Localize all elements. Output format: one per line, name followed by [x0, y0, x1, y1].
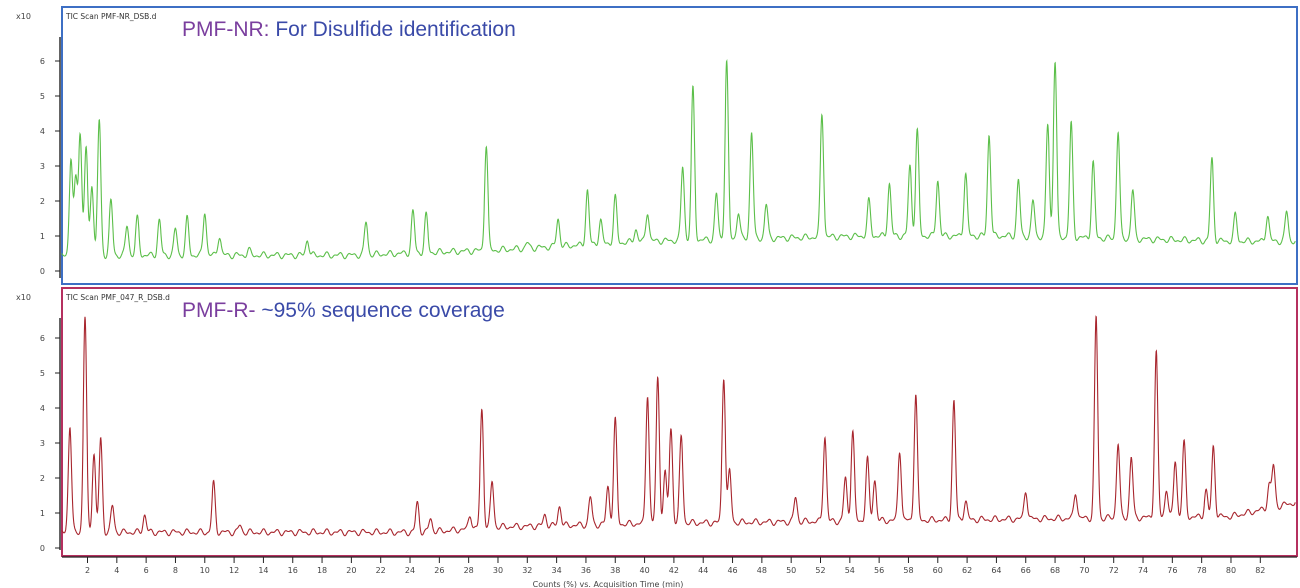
- y-tick-label: 3: [40, 162, 45, 171]
- x-axis-label: Counts (%) vs. Acquisition Time (min): [533, 580, 684, 588]
- y-tick-label: 3: [40, 439, 45, 448]
- x-tick-label: 64: [991, 566, 1001, 575]
- x-tick-label: 2: [85, 566, 90, 575]
- x-tick-label: 60: [933, 566, 943, 575]
- title-rest: ~95% sequence coverage: [255, 299, 504, 322]
- y-tick-label: 2: [40, 197, 45, 206]
- x-tick-label: 40: [639, 566, 649, 575]
- x-tick-label: 10: [200, 566, 210, 575]
- x-tick-label: 24: [405, 566, 415, 575]
- y-tick-label: 1: [40, 232, 45, 241]
- x-tick-label: 82: [1255, 566, 1265, 575]
- x-tick-label: 78: [1197, 566, 1207, 575]
- x-tick-label: 56: [874, 566, 884, 575]
- x-tick-label: 70: [1079, 566, 1089, 575]
- title-prefix: PMF-NR:: [182, 18, 270, 41]
- x-tick-label: 48: [757, 566, 767, 575]
- y-axis-multiplier: x10: [16, 12, 31, 21]
- x-tick-label: 8: [173, 566, 178, 575]
- y-tick-label: 2: [40, 474, 45, 483]
- y-axis-multiplier: x10: [16, 293, 31, 302]
- x-tick-label: 76: [1167, 566, 1177, 575]
- x-tick-label: 38: [610, 566, 620, 575]
- x-tick-label: 62: [962, 566, 972, 575]
- x-axis: 2 4 6 8 10 12 14 16 18 20 22 24 26 28 30 32 34 36 38 40 42 44…: [62, 556, 1297, 588]
- x-tick-label: 20: [346, 566, 356, 575]
- x-tick-label: 22: [376, 566, 386, 575]
- y-tick-label: 4: [40, 404, 45, 413]
- y-tick-label: 5: [40, 92, 45, 101]
- x-tick-label: 34: [552, 566, 562, 575]
- x-tick-label: 44: [698, 566, 708, 575]
- x-tick-label: 32: [522, 566, 532, 575]
- y-tick-label: 0: [40, 544, 45, 553]
- x-tick-label: 6: [144, 566, 149, 575]
- x-tick-label: 52: [815, 566, 825, 575]
- title-prefix: PMF-R-: [182, 299, 255, 322]
- x-tick-label: 50: [786, 566, 796, 575]
- panel-title: PMF-R- ~95% sequence coverage: [182, 299, 505, 322]
- series-line: [61, 315, 1296, 537]
- x-tick-label: 30: [493, 566, 503, 575]
- y-tick-label: 4: [40, 127, 45, 136]
- x-tick-label: 36: [581, 566, 591, 575]
- legend-label: TIC Scan PMF_047_R_DSB.d: [65, 293, 170, 302]
- x-tick-label: 4: [114, 566, 119, 575]
- x-tick-label: 26: [434, 566, 444, 575]
- y-tick-label: 6: [40, 57, 45, 66]
- panel-1: 0 1 2 3 4 5 6 x10 TIC Scan PMF-NR_DSB.d PMF-NR: F…: [16, 6, 1298, 285]
- y-tick-label: 1: [40, 509, 45, 518]
- panel-title: PMF-NR: For Disulfide identification: [182, 18, 516, 41]
- panel-border: [61, 287, 1298, 557]
- x-tick-label: 54: [845, 566, 855, 575]
- x-tick-label: 74: [1138, 566, 1148, 575]
- title-rest: For Disulfide identification: [270, 18, 516, 41]
- series-line: [61, 59, 1296, 260]
- x-tick-label: 16: [288, 566, 298, 575]
- x-tick-label: 12: [229, 566, 239, 575]
- panel-border: [61, 6, 1298, 285]
- x-tick-label: 14: [258, 566, 268, 575]
- x-tick-label: 28: [464, 566, 474, 575]
- y-tick-label: 6: [40, 334, 45, 343]
- y-tick-label: 0: [40, 267, 45, 276]
- x-tick-label: 72: [1109, 566, 1119, 575]
- x-tick-label: 80: [1226, 566, 1236, 575]
- y-tick-label: 5: [40, 369, 45, 378]
- x-tick-label: 42: [669, 566, 679, 575]
- x-tick-label: 46: [727, 566, 737, 575]
- panel-2: 0 1 2 3 4 5 6 x10 TIC Scan PMF_047_R_DSB.d PMF-R-…: [16, 287, 1298, 557]
- x-tick-label: 58: [903, 566, 913, 575]
- legend-label: TIC Scan PMF-NR_DSB.d: [65, 12, 157, 21]
- x-tick-label: 66: [1021, 566, 1031, 575]
- x-tick-label: 18: [317, 566, 327, 575]
- x-tick-label: 68: [1050, 566, 1060, 575]
